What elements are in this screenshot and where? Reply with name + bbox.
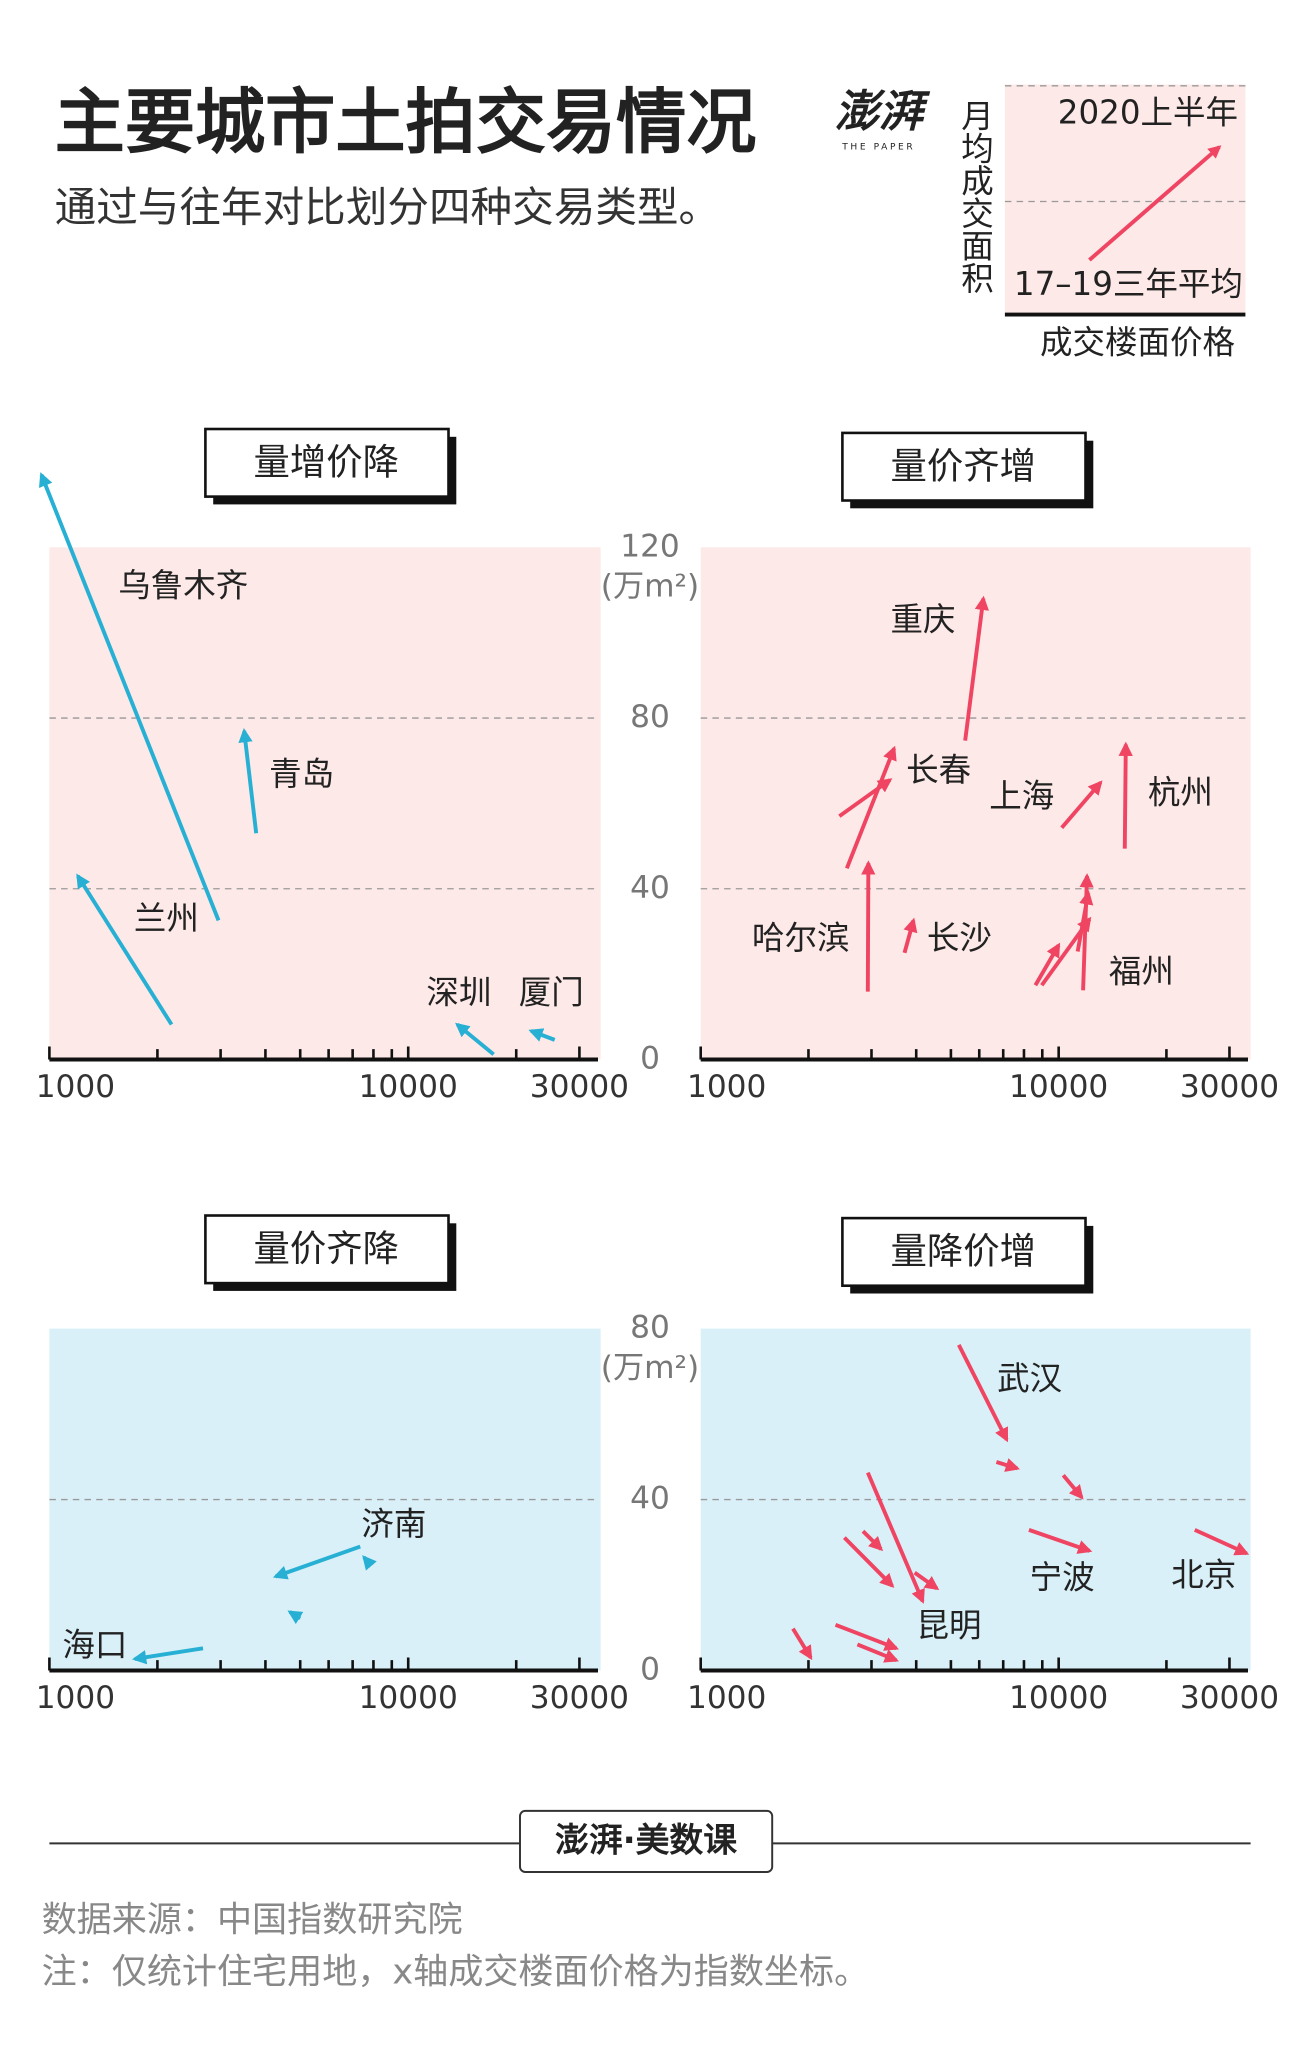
city-label: 海口 [62, 1626, 127, 1664]
city-label: 重庆 [890, 600, 955, 638]
arrow [861, 1529, 884, 1552]
x-tick-label: 10000 [1009, 1680, 1108, 1716]
city-label: 福州 [1109, 953, 1174, 991]
logo-sub: THE PAPER [841, 142, 915, 152]
city-label: 昆明 [916, 1607, 981, 1645]
arrow [238, 728, 259, 834]
legend-box [1004, 84, 1246, 315]
y-tick-label: 40 [630, 1481, 670, 1517]
arrow [362, 1555, 377, 1571]
arrow [1060, 780, 1103, 830]
plot-background [700, 547, 1251, 1060]
y-tick-label: 120 [620, 528, 680, 564]
arrow [856, 1642, 899, 1663]
y-tick-label: 0 [640, 1041, 660, 1077]
y-tick-label: 40 [630, 870, 670, 906]
city-label: 兰州 [134, 899, 199, 937]
city-label: 上海 [989, 777, 1054, 815]
subtitle: 通过与往年对比划分四种交易类型。 [55, 183, 721, 232]
arrow [272, 1544, 361, 1580]
arrow [455, 1022, 495, 1056]
x-tick-label: 10000 [359, 1680, 458, 1716]
panel-title-box [841, 431, 1087, 502]
arrow [861, 860, 876, 992]
arrow [1118, 741, 1133, 849]
logo: 澎湃 [835, 86, 931, 137]
arrow [76, 873, 174, 1026]
arrow [1028, 1528, 1093, 1554]
title: 主要城市土拍交易情况 [55, 81, 757, 163]
arrow [1061, 1473, 1084, 1500]
arrow [902, 917, 918, 954]
city-label: 宁波 [1030, 1559, 1095, 1597]
y-unit: (万m²) [601, 569, 699, 605]
city-label: 济南 [361, 1505, 426, 1543]
city-label: 厦门 [519, 974, 584, 1012]
legend-x-label: 成交楼面价格 [1040, 324, 1235, 362]
arrow [1193, 1528, 1250, 1556]
x-tick-label: 10000 [359, 1069, 458, 1105]
y-unit: (万m²) [601, 1350, 699, 1386]
arrow [957, 1343, 1009, 1443]
arrow [913, 1571, 940, 1591]
arrow [845, 745, 897, 870]
x-tick-label: 1000 [687, 1680, 766, 1716]
city-label: 深圳 [426, 974, 491, 1012]
panel-title-box [204, 1214, 450, 1285]
arrow [791, 1627, 813, 1661]
panel-title: 量价齐降 [254, 1227, 400, 1270]
arrow [528, 1028, 556, 1042]
arrow [843, 1536, 895, 1588]
x-tick-label: 1000 [36, 1680, 115, 1716]
legend-arrow [1088, 145, 1222, 262]
panel-title: 量价齐增 [891, 445, 1037, 488]
city-label: 武汉 [997, 1360, 1062, 1398]
y-tick-label: 80 [630, 1310, 670, 1346]
x-tick-label: 1000 [36, 1069, 115, 1105]
x-tick-label: 30000 [1180, 1069, 1279, 1105]
x-tick-label: 30000 [1180, 1680, 1279, 1716]
arrow [834, 1622, 900, 1651]
footer-brand: 澎湃·美数课 [555, 1821, 737, 1860]
city-label: 北京 [1171, 1556, 1236, 1594]
city-label: 青岛 [269, 755, 334, 793]
city-label: 长春 [906, 751, 971, 789]
arrow [866, 1471, 925, 1604]
arrow [1033, 942, 1061, 987]
x-tick-label: 1000 [687, 1069, 766, 1105]
arrow [963, 595, 989, 741]
city-label: 长沙 [927, 919, 992, 957]
legend-after: 2020上半年 [1058, 93, 1238, 131]
x-tick-label: 10000 [1009, 1069, 1108, 1105]
legend-before: 17–19三年平均 [1014, 265, 1243, 303]
panel-title-box [841, 1216, 1087, 1288]
arrow [838, 778, 893, 818]
arrow [1075, 890, 1094, 952]
city-label: 哈尔滨 [752, 919, 850, 957]
panel-title-box [204, 427, 450, 498]
panel-title: 量降价增 [891, 1230, 1037, 1273]
city-label: 乌鲁木齐 [118, 567, 248, 605]
x-tick-label: 30000 [530, 1069, 629, 1105]
panel-title: 量增价降 [254, 441, 400, 484]
note: 注：仅统计住宅用地，x轴成交楼面价格为指数坐标。 [42, 1951, 870, 1992]
arrow [287, 1610, 304, 1625]
source: 数据来源：中国指数研究院 [42, 1899, 463, 1940]
legend-y-label: 月均成交面积 [956, 99, 994, 294]
x-tick-label: 30000 [530, 1680, 629, 1716]
arrow [131, 1646, 204, 1665]
arrow [38, 472, 221, 922]
y-tick-label: 0 [640, 1652, 660, 1688]
footer-brand-box [519, 1809, 774, 1873]
arrow [995, 1458, 1020, 1472]
y-tick-label: 80 [630, 699, 670, 735]
city-label: 杭州 [1148, 773, 1213, 811]
